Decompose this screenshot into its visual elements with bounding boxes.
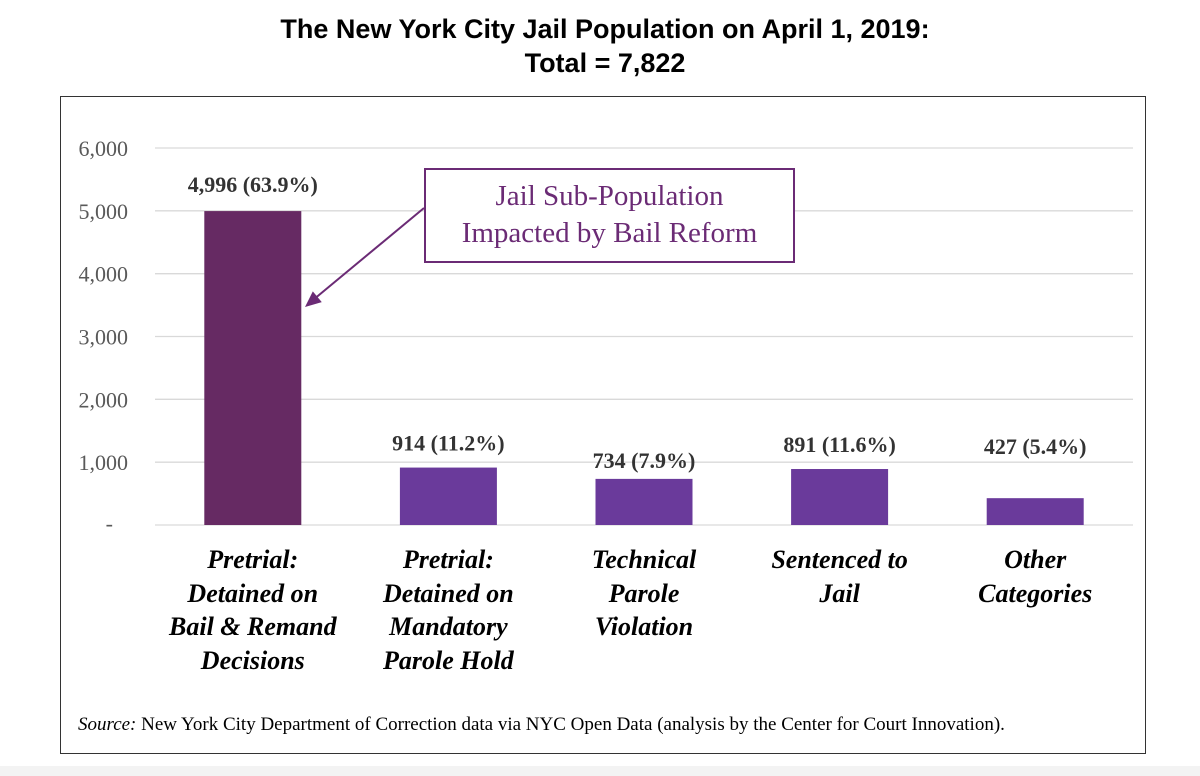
data-labels: 4,996 (63.9%) 914 (11.2%) 734 (7.9%) 891 (1… bbox=[188, 172, 1087, 473]
category-label-line: Detained on bbox=[383, 578, 514, 608]
category-label-line: Decisions bbox=[200, 645, 305, 675]
y-tick-label: 6,000 bbox=[79, 136, 129, 161]
category-label-line: Bail & Remand bbox=[169, 612, 337, 641]
category-label-line: Categories bbox=[978, 578, 1093, 608]
category-label-line: Sentenced to bbox=[771, 545, 908, 574]
data-label: 914 (11.2%) bbox=[392, 431, 504, 456]
bar bbox=[791, 469, 889, 525]
category-label: Pretrial: Detained on Bail & Remand Decisio… bbox=[153, 543, 353, 677]
data-label: 891 (11.6%) bbox=[783, 432, 895, 457]
chart-title: The New York City Jail Population on Apr… bbox=[280, 14, 930, 44]
chart-subtitle: Total = 7,822 bbox=[524, 48, 686, 78]
bar bbox=[399, 467, 497, 525]
callout-arrow bbox=[305, 207, 425, 307]
category-label: Pretrial: Detained on Mandatory Parole Hold bbox=[348, 543, 548, 677]
data-label: 734 (7.9%) bbox=[593, 448, 696, 473]
y-tick-label: 3,000 bbox=[79, 325, 129, 350]
bar bbox=[595, 478, 693, 525]
source-note: Source: New York City Department of Corr… bbox=[78, 714, 1005, 736]
category-label-line: Pretrial: bbox=[402, 545, 494, 574]
bars bbox=[204, 211, 1084, 526]
callout-arrow-line bbox=[312, 207, 425, 301]
callout-line-1: Jail Sub-Population bbox=[495, 180, 724, 212]
y-tick-label: 1,000 bbox=[79, 450, 129, 475]
category-label-line: Technical bbox=[591, 545, 697, 574]
chart-frame bbox=[60, 96, 1146, 754]
bar bbox=[204, 211, 302, 526]
callout-box: Jail Sub-Population Impacted by Bail Ref… bbox=[424, 168, 795, 263]
source-text: New York City Department of Correction d… bbox=[136, 714, 1005, 735]
chart-title-block: The New York City Jail Population on Apr… bbox=[0, 12, 1200, 80]
source-label: Source: bbox=[78, 714, 137, 735]
y-tick-label: 5,000 bbox=[79, 199, 129, 224]
category-label-line: Jail bbox=[819, 578, 860, 608]
bottom-strip bbox=[0, 766, 1200, 776]
category-label: Technical Parole Violation bbox=[544, 543, 744, 644]
category-label-line: Parole bbox=[608, 578, 680, 608]
category-label-line: Mandatory bbox=[389, 612, 508, 641]
category-label-line: Detained on bbox=[187, 578, 319, 608]
bar bbox=[986, 498, 1084, 525]
category-label-line: Pretrial: bbox=[207, 545, 299, 574]
category-label-line: Other bbox=[1004, 545, 1067, 574]
data-label: 4,996 (63.9%) bbox=[188, 172, 318, 197]
y-tick-label: - bbox=[106, 511, 113, 536]
y-axis-tick-labels: - 1,000 2,000 3,000 4,000 5,000 6,000 bbox=[79, 136, 129, 536]
callout-arrow-head bbox=[305, 291, 322, 307]
y-tick-label: 2,000 bbox=[79, 387, 129, 412]
data-label: 427 (5.4%) bbox=[984, 434, 1087, 459]
category-label: Other Categories bbox=[935, 543, 1135, 610]
category-label-line: Parole Hold bbox=[383, 645, 514, 675]
callout-line-2: Impacted by Bail Reform bbox=[461, 217, 758, 249]
y-tick-label: 4,000 bbox=[79, 262, 129, 287]
category-label: Sentenced to Jail bbox=[740, 543, 940, 610]
category-label-line: Violation bbox=[594, 612, 694, 641]
